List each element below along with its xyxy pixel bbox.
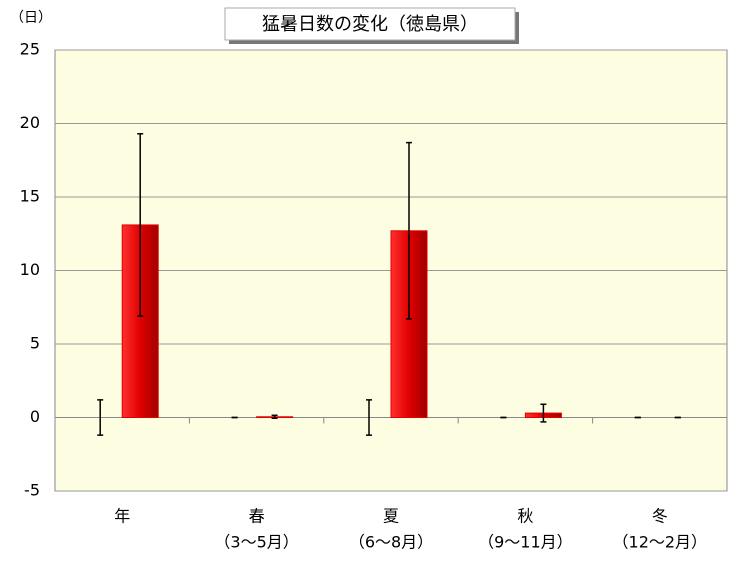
title-box [224, 7, 516, 41]
error-bar [366, 399, 372, 436]
y-tick-label: 0 [30, 407, 40, 426]
y-tick-label: 5 [30, 334, 40, 353]
x-tick-label: 夏 [383, 507, 399, 526]
error-bar [97, 399, 104, 436]
y-axis-label: （日） [10, 10, 52, 26]
error-bar [540, 403, 547, 423]
x-tick-label: 冬 [652, 507, 668, 526]
error-bar [137, 133, 144, 317]
chart-title: 猛暑日数の変化（徳島県） [262, 14, 478, 35]
y-tick-label: 15 [20, 187, 40, 206]
x-tick-label: （9～11月） [478, 533, 573, 552]
y-tick-label: -5 [24, 481, 40, 500]
x-tick-label: 年 [114, 507, 130, 526]
error-bar [406, 141, 412, 320]
x-tick-label: 秋 [517, 507, 533, 526]
y-tick-label: 10 [20, 260, 40, 279]
x-tick-label: （6～8月） [349, 533, 433, 552]
error-bar [271, 414, 278, 419]
x-tick-label: （3～5月） [214, 533, 298, 552]
y-tick-label: 25 [20, 40, 40, 59]
y-tick-label: 20 [20, 113, 40, 132]
x-tick-label: （12～2月） [613, 533, 708, 552]
x-tick-label: 春 [249, 507, 265, 526]
